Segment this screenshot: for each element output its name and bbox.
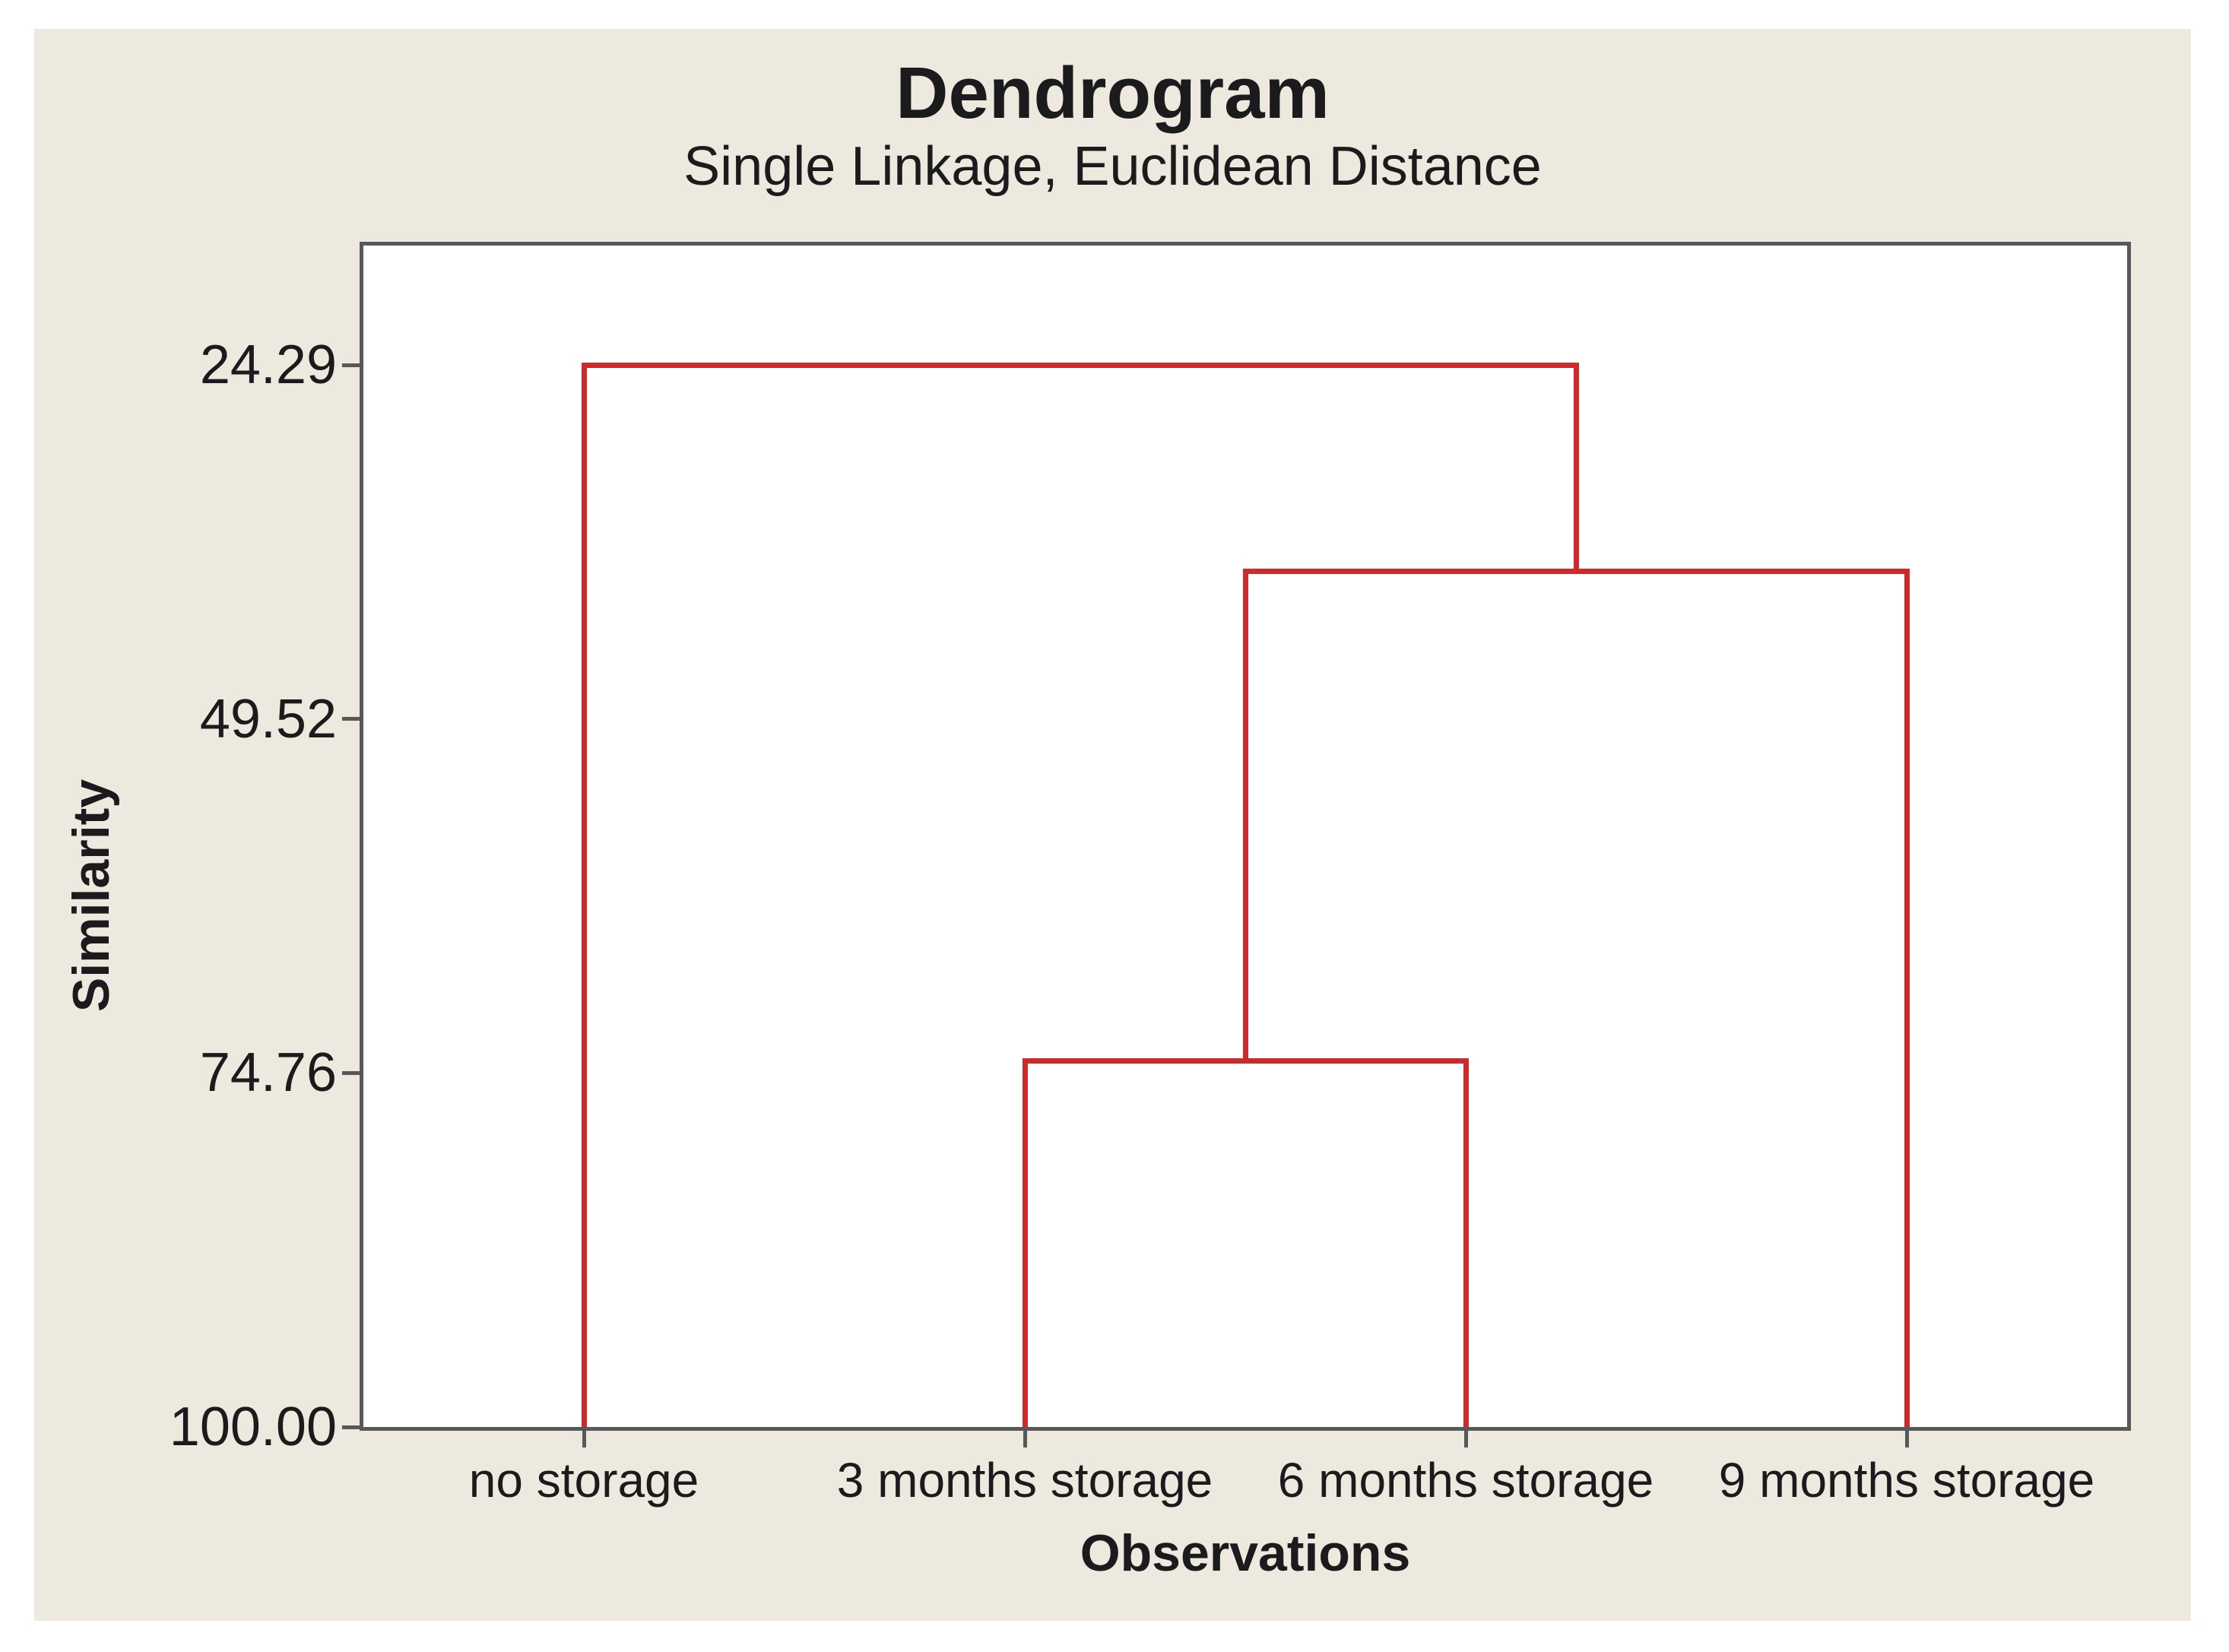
y-axis-title: Similarity bbox=[62, 778, 120, 1013]
y-tick-label: 49.52 bbox=[199, 688, 337, 750]
figure-panel: Dendrogram Single Linkage, Euclidean Dis… bbox=[34, 29, 2191, 1621]
x-leaf-label: 9 months storage bbox=[1718, 1453, 2095, 1508]
dendrogram-segment bbox=[581, 362, 1579, 368]
x-leaf-label: no storage bbox=[468, 1453, 699, 1508]
dendrogram-segment bbox=[1022, 1057, 1469, 1064]
y-tick-mark bbox=[342, 717, 363, 721]
y-tick-label: 100.00 bbox=[169, 1397, 337, 1457]
chart-title: Dendrogram bbox=[896, 52, 1330, 134]
dendrogram-segment bbox=[1573, 365, 1579, 572]
plot-area bbox=[360, 242, 2131, 1431]
dendrogram-segment bbox=[1242, 571, 1248, 1061]
x-leaf-label: 6 months storage bbox=[1277, 1453, 1654, 1508]
dendrogram-segment bbox=[1904, 571, 1910, 1427]
y-tick-label: 74.76 bbox=[199, 1042, 337, 1104]
y-tick-mark bbox=[342, 1070, 363, 1075]
dendrogram-segment bbox=[1463, 1061, 1469, 1427]
y-tick-mark bbox=[342, 363, 363, 367]
dendrogram-segment bbox=[1242, 568, 1910, 574]
x-tick-mark bbox=[1904, 1431, 1909, 1447]
y-tick-mark bbox=[342, 1425, 363, 1429]
x-tick-mark bbox=[1463, 1431, 1468, 1447]
x-axis-title: Observations bbox=[1080, 1524, 1411, 1582]
x-tick-mark bbox=[582, 1431, 586, 1447]
x-leaf-label: 3 months storage bbox=[836, 1453, 1213, 1508]
dendrogram-segment bbox=[581, 365, 587, 1427]
y-tick-label: 24.29 bbox=[199, 335, 337, 395]
chart-subtitle: Single Linkage, Euclidean Distance bbox=[683, 136, 1542, 197]
dendrogram-segment bbox=[1022, 1061, 1028, 1427]
x-tick-mark bbox=[1023, 1431, 1027, 1447]
